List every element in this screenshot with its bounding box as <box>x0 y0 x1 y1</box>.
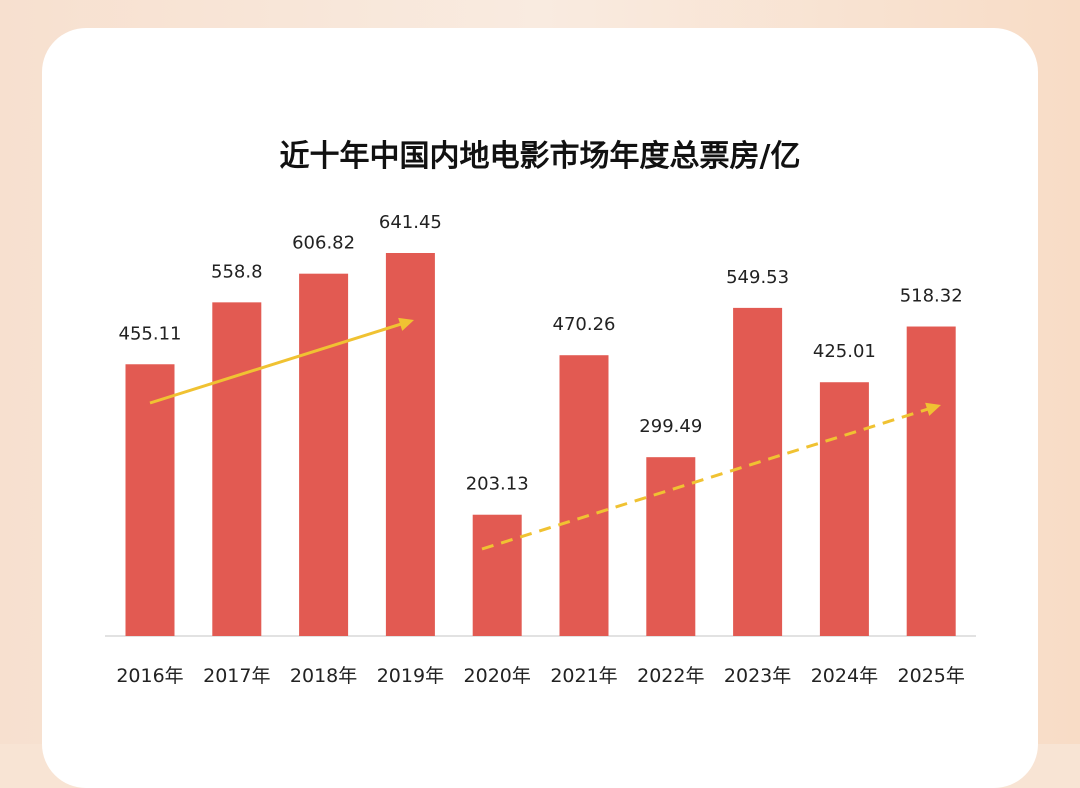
x-tick-label: 2022年 <box>637 665 704 687</box>
bar-2024年 <box>819 382 869 636</box>
data-label: 606.82 <box>292 233 355 254</box>
x-tick-label: 2021年 <box>550 665 617 687</box>
bar-2018年 <box>299 273 349 636</box>
x-tick-label: 2024年 <box>811 665 878 687</box>
x-tick-label: 2018年 <box>290 665 357 687</box>
arrow-line <box>481 407 930 551</box>
data-label: 455.11 <box>119 323 182 344</box>
bar-2019年 <box>385 253 435 636</box>
data-label: 299.49 <box>639 416 702 437</box>
arrow-head-icon <box>925 402 941 416</box>
arrow-line <box>149 322 403 405</box>
bar-2021年 <box>559 355 609 636</box>
trend-arrow-2016-2019 <box>149 317 414 405</box>
x-tick-label: 2023年 <box>724 665 791 687</box>
bar-chart: 近十年中国内地电影市场年度总票房/亿 455.11 2016年 558.8 2017年… <box>105 139 976 687</box>
data-label: 518.32 <box>900 286 963 307</box>
data-label: 549.53 <box>726 267 789 288</box>
chart-title: 近十年中国内地电影市场年度总票房/亿 <box>280 139 801 174</box>
bar-2022年 <box>646 457 696 636</box>
chart-card <box>42 28 1038 788</box>
data-label: 425.01 <box>813 341 876 362</box>
data-label: 470.26 <box>553 314 616 335</box>
x-tick-label: 2025年 <box>898 665 965 687</box>
bar-2023年 <box>733 307 783 636</box>
x-tick-label: 2017年 <box>203 665 270 687</box>
arrow-head-icon <box>398 317 414 331</box>
data-label: 203.13 <box>466 474 529 495</box>
bar-2025年 <box>906 326 956 636</box>
bar-2020年 <box>472 514 522 636</box>
bar-2016年 <box>125 364 175 636</box>
data-label: 558.8 <box>211 261 263 282</box>
x-tick-label: 2016年 <box>116 665 183 687</box>
bar-2017年 <box>212 302 262 636</box>
data-label: 641.45 <box>379 212 442 233</box>
trend-arrow-2020-2025 <box>481 402 941 551</box>
x-tick-label: 2020年 <box>464 665 531 687</box>
x-tick-label: 2019年 <box>377 665 444 687</box>
